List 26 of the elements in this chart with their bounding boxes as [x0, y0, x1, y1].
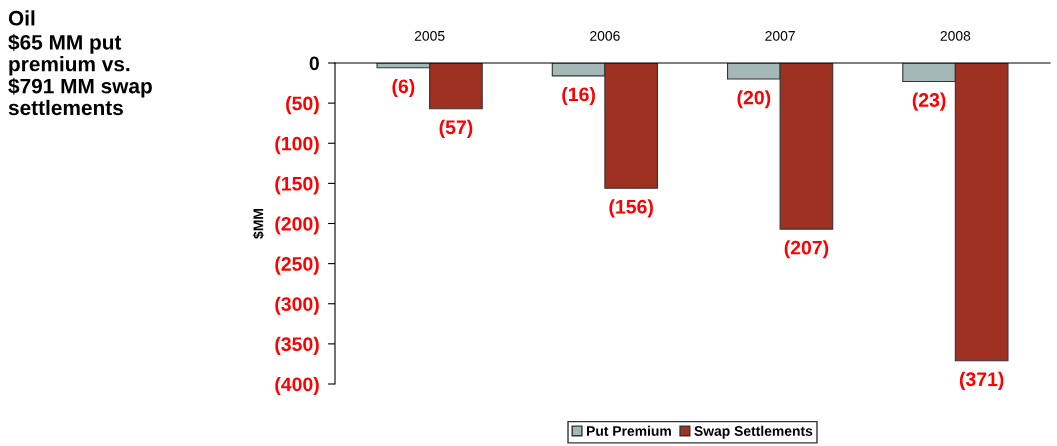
- data-label: (207): [784, 240, 829, 259]
- y-tick-label: (100): [275, 136, 319, 155]
- y-tick-label: (50): [286, 96, 319, 115]
- text: Oil: [8, 10, 35, 26]
- x-tick-label: 2008: [940, 30, 971, 41]
- y-tick-label: (200): [275, 216, 319, 235]
- y-tick-label: 0: [309, 56, 319, 71]
- x-tick-label: 2006: [590, 30, 620, 41]
- data-label: (23): [912, 92, 946, 111]
- legend-label: Put Premium: [587, 425, 671, 436]
- legend-label: Swap Settlements: [694, 425, 813, 439]
- x-tick-label: 2007: [765, 30, 795, 41]
- data-label: (156): [609, 199, 653, 218]
- y-tick-label: (350): [275, 336, 319, 355]
- y-tick-label: (150): [275, 176, 319, 195]
- data-label: (371): [959, 371, 1004, 390]
- text: $65 MM put premium vs. $791 MM swap settlements: [8, 34, 152, 116]
- data-label: (6): [392, 78, 415, 98]
- x-tick-label: 2005: [414, 30, 445, 41]
- data-label: (16): [562, 86, 595, 106]
- y-tick-label: (400): [275, 376, 319, 396]
- y-tick-label: (250): [275, 256, 319, 275]
- y-axis-title: $MM: [252, 209, 265, 239]
- data-label: (57): [439, 119, 473, 138]
- y-tick-label: (300): [275, 296, 319, 315]
- data-label: (20): [737, 90, 771, 109]
